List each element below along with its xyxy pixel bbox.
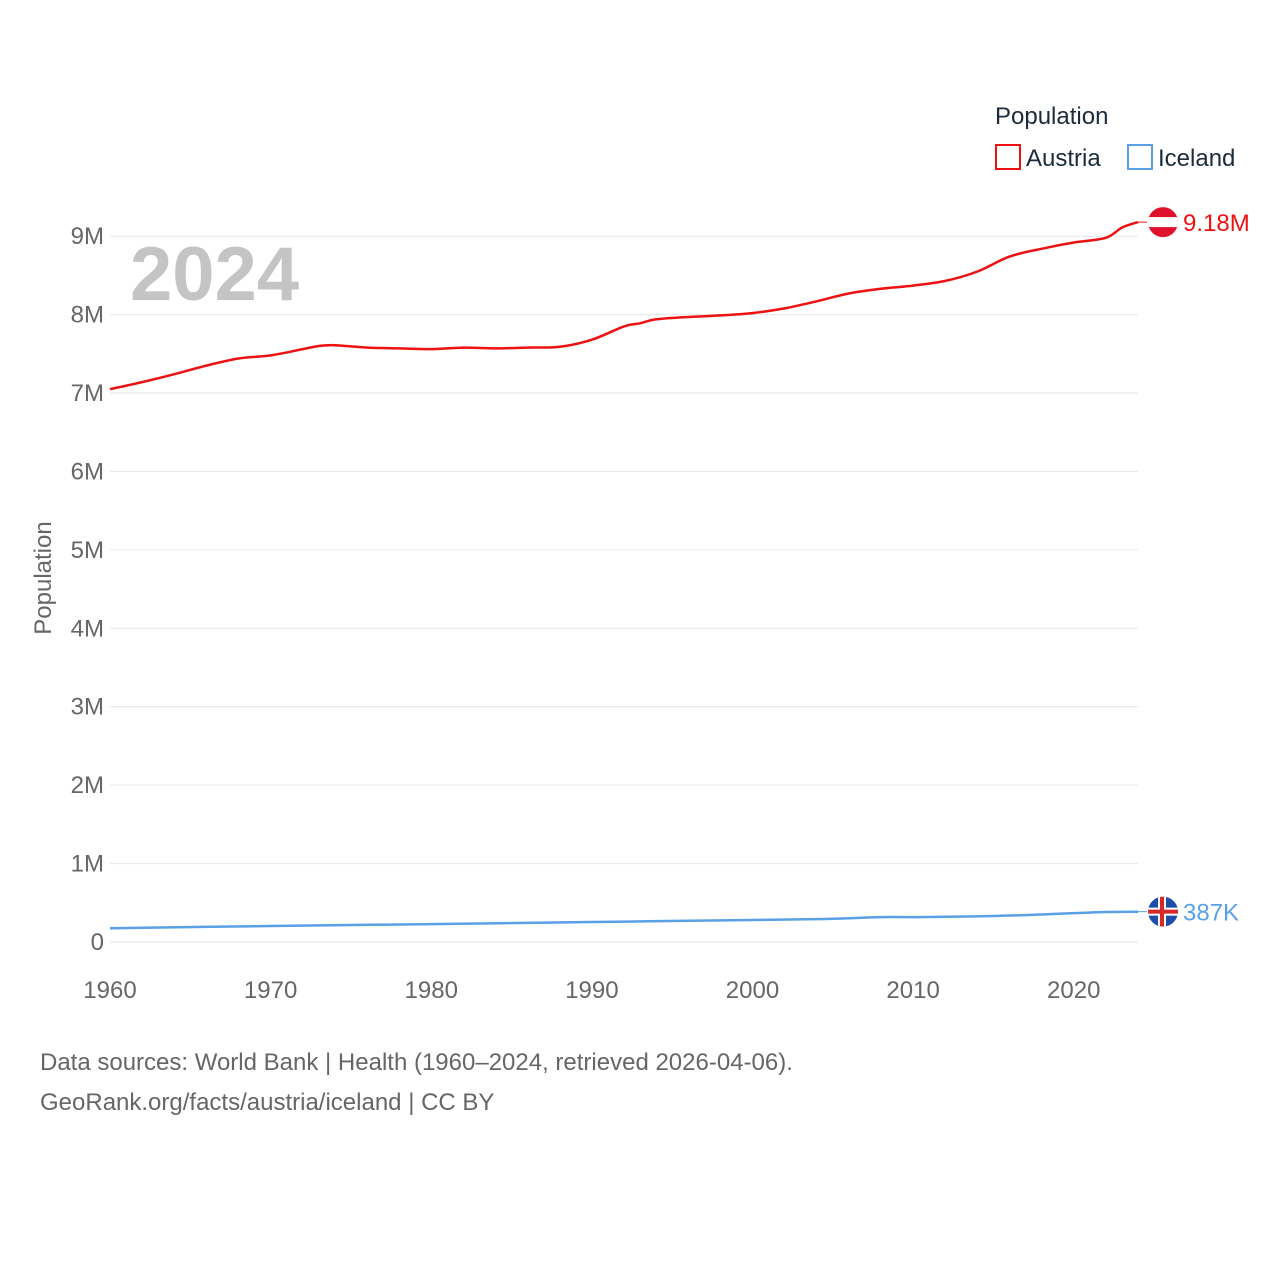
y-tick-label: 1M	[71, 851, 104, 878]
end-value-label-austria: 9.18M	[1183, 210, 1250, 237]
footer: Data sources: World Bank | Health (1960–…	[40, 1043, 793, 1123]
iceland-flag-icon	[1148, 896, 1178, 927]
x-tick-label: 1970	[244, 977, 297, 1004]
data-source-note: Data sources: World Bank | Health (1960–…	[40, 1049, 793, 1076]
y-tick-label: 9M	[71, 223, 104, 250]
y-axis: 0 1M 2M 3M 4M 5M 6M 7M 8M 9M	[71, 223, 104, 956]
y-tick-label: 7M	[71, 380, 104, 407]
y-tick-label: 8M	[71, 302, 104, 329]
austria-flag-icon	[1148, 207, 1178, 238]
x-tick-label: 1980	[405, 977, 458, 1004]
y-tick-label: 6M	[71, 458, 104, 485]
legend-swatch-iceland	[1127, 144, 1153, 170]
y-axis-label: Population	[30, 521, 57, 634]
y-tick-label: 0	[91, 929, 104, 956]
x-tick-label: 1990	[565, 977, 618, 1004]
big-year-label: 2024	[130, 232, 299, 317]
end-value-label-iceland: 387K	[1183, 900, 1239, 927]
series-line-iceland[interactable]	[109, 910, 1139, 930]
series-line-austria[interactable]	[109, 220, 1139, 391]
legend-item-austria[interactable]: Austria	[995, 144, 1101, 172]
series-layer: 9.18M 387K	[109, 207, 1250, 930]
legend-item-iceland[interactable]: Iceland	[1127, 144, 1235, 172]
x-tick-label: 2000	[726, 977, 779, 1004]
y-tick-label: 2M	[71, 772, 104, 799]
grid-layer	[110, 235, 1138, 943]
source-url-license: GeoRank.org/facts/austria/iceland | CC B…	[40, 1089, 495, 1116]
legend[interactable]: Population Austria Iceland	[995, 103, 1235, 172]
legend-swatch-austria	[995, 144, 1021, 170]
legend-label-iceland: Iceland	[1158, 145, 1235, 172]
y-tick-label: 5M	[71, 537, 104, 564]
x-tick-label: 2010	[886, 977, 939, 1004]
x-tick-label: 2020	[1047, 977, 1100, 1004]
x-axis: 1960 1970 1980 1990 2000 2010 2020	[83, 977, 1100, 1004]
legend-label-austria: Austria	[1026, 145, 1101, 172]
legend-title: Population	[995, 103, 1108, 130]
x-tick-label: 1960	[83, 977, 136, 1004]
y-tick-label: 4M	[71, 615, 104, 642]
y-tick-label: 3M	[71, 694, 104, 721]
